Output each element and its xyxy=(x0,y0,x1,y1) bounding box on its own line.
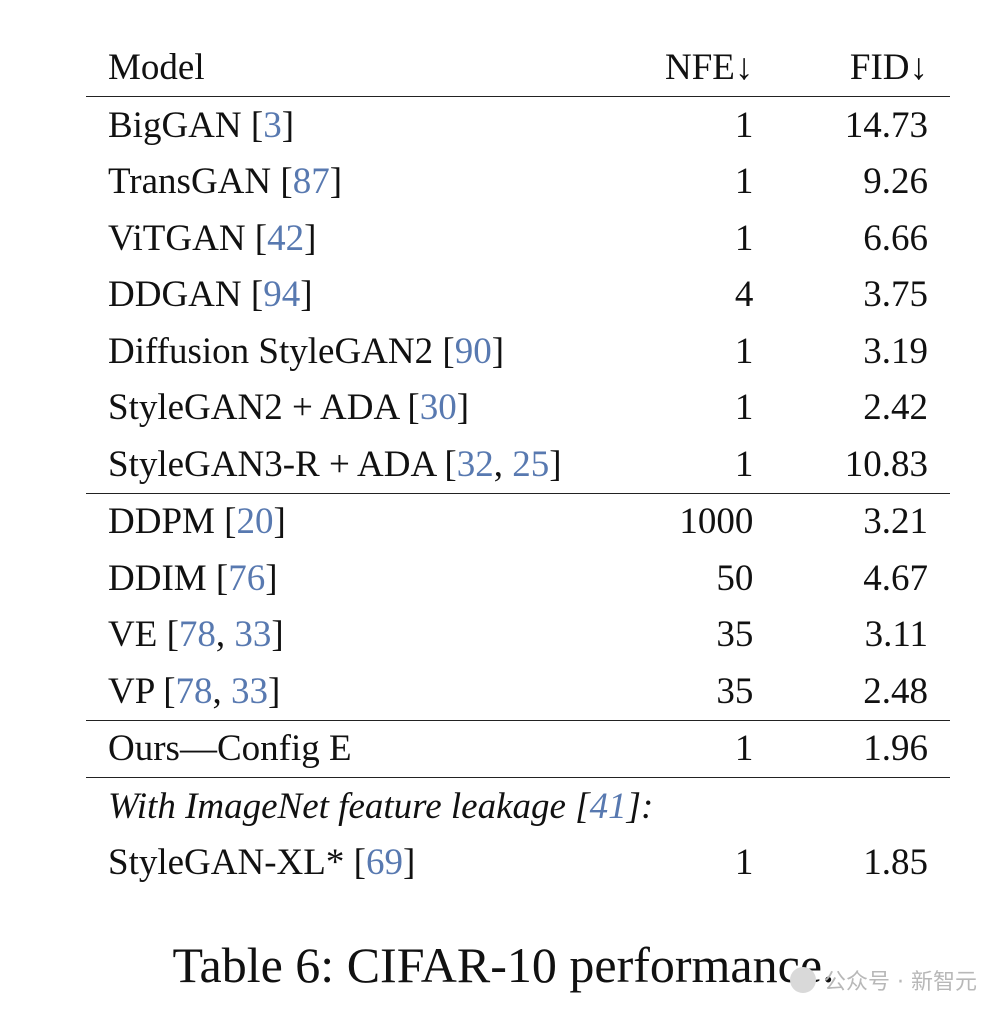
fid-cell: 1.85 xyxy=(863,842,928,884)
leakage-note-row: With ImageNet feature leakage [41]: xyxy=(86,778,950,835)
model-name: StyleGAN2 + ADA xyxy=(108,387,399,429)
model-name: Ours—Config E xyxy=(108,728,352,770)
table-row: Ours—Config E 1 1.96 xyxy=(86,720,950,778)
watermark: 公众号 · 新智元 xyxy=(790,964,977,996)
model-cell: StyleGAN2 + ADA [30] xyxy=(108,387,470,429)
citation-link[interactable]: 78 xyxy=(175,670,213,712)
table-row: DDPM [20] 1000 3.21 xyxy=(86,493,950,550)
citation-link[interactable]: 78 xyxy=(178,614,216,656)
model-name: DDPM xyxy=(108,501,215,543)
nfe-cell: 4 xyxy=(734,274,754,316)
table-row: DDGAN [94] 4 3.75 xyxy=(86,267,950,324)
citation-link[interactable]: 32 xyxy=(456,443,494,485)
fid-cell: 3.11 xyxy=(864,614,928,656)
model-name: VP xyxy=(108,670,154,712)
leakage-note: With ImageNet feature leakage [41]: xyxy=(108,785,654,827)
header-row: Model NFE↓ FID↓ xyxy=(86,38,950,97)
header-nfe: NFE↓ xyxy=(561,38,802,97)
model-name: Diffusion StyleGAN2 xyxy=(108,330,434,372)
fid-cell: 3.75 xyxy=(863,274,928,316)
model-cell: Diffusion StyleGAN2 [90] xyxy=(108,330,505,372)
table-row: VE [78, 33] 35 3.11 xyxy=(86,607,950,664)
nfe-cell: 50 xyxy=(716,557,754,599)
leakage-note-suffix: : xyxy=(640,785,654,827)
citation-link[interactable]: 69 xyxy=(365,842,403,884)
nfe-cell: 1 xyxy=(734,217,754,259)
model-cell: DDGAN [94] xyxy=(108,274,313,316)
model-name: StyleGAN-XL* xyxy=(108,842,345,884)
wechat-icon xyxy=(790,967,817,993)
model-cell: ViTGAN [42] xyxy=(108,217,317,259)
citation-link[interactable]: 30 xyxy=(419,387,457,429)
citation-link[interactable]: 42 xyxy=(267,217,305,259)
fid-cell: 3.19 xyxy=(863,330,928,372)
table-row: Diffusion StyleGAN2 [90] 1 3.19 xyxy=(86,323,950,380)
citation-link[interactable]: 3 xyxy=(263,104,282,146)
nfe-cell: 1 xyxy=(734,104,754,146)
citation-link[interactable]: 41 xyxy=(589,785,627,827)
table-row: TransGAN [87] 1 9.26 xyxy=(86,154,950,211)
nfe-cell: 1 xyxy=(734,330,754,372)
table-row: DDIM [76] 50 4.67 xyxy=(86,550,950,607)
watermark-text: 公众号 · 新智元 xyxy=(824,970,977,995)
table-body: BigGAN [3] 1 14.73 TransGAN [87] 1 9.26 ViTGAN… xyxy=(86,97,950,892)
model-name: VE xyxy=(108,614,158,656)
fid-cell: 2.42 xyxy=(863,387,928,429)
header-model: Model xyxy=(86,38,562,97)
model-name: StyleGAN3-R + ADA xyxy=(108,443,436,485)
fid-cell: 9.26 xyxy=(863,161,928,203)
model-name: ViTGAN xyxy=(108,217,246,259)
citation-link[interactable]: 25 xyxy=(512,443,550,485)
table-row: StyleGAN2 + ADA [30] 1 2.42 xyxy=(86,380,950,437)
nfe-cell: 35 xyxy=(716,614,754,656)
citation-link[interactable]: 33 xyxy=(234,614,272,656)
citation-link[interactable]: 76 xyxy=(228,557,266,599)
nfe-cell: 1 xyxy=(734,387,754,429)
model-cell: VE [78, 33] xyxy=(108,614,284,656)
fid-cell: 14.73 xyxy=(844,104,928,146)
nfe-cell: 35 xyxy=(561,663,802,721)
table-row: StyleGAN-XL* [69] 1 1.85 xyxy=(86,835,950,892)
nfe-cell: 1 xyxy=(734,842,754,884)
fid-cell: 1.96 xyxy=(801,720,950,778)
fid-cell: 3.21 xyxy=(863,501,928,543)
table-row: BigGAN [3] 1 14.73 xyxy=(86,97,950,154)
model-name: DDIM xyxy=(108,557,207,599)
nfe-cell: 1000 xyxy=(679,501,754,543)
citation-link[interactable]: 94 xyxy=(263,274,301,316)
fid-cell: 4.67 xyxy=(863,557,928,599)
table-row: VP [78, 33] 35 2.48 xyxy=(86,663,950,721)
model-name: BigGAN xyxy=(108,104,242,146)
model-cell: VP [78, 33] xyxy=(86,663,562,721)
fid-cell: 10.83 xyxy=(801,436,950,494)
table-caption: Table 6: CIFAR-10 performance. xyxy=(172,937,835,993)
model-cell: BigGAN [3] xyxy=(108,104,295,146)
citation-link[interactable]: 33 xyxy=(231,670,269,712)
table-row: ViTGAN [42] 1 6.66 xyxy=(86,210,950,267)
table-row: StyleGAN3-R + ADA [32, 25] 1 10.83 xyxy=(86,436,950,494)
fid-cell: 6.66 xyxy=(863,217,928,259)
fid-cell: 2.48 xyxy=(801,663,950,721)
model-name: TransGAN xyxy=(108,161,272,203)
citation-link[interactable]: 90 xyxy=(454,330,492,372)
header-fid: FID↓ xyxy=(801,38,950,97)
model-cell: StyleGAN-XL* [69] xyxy=(108,842,416,884)
model-cell: DDIM [76] xyxy=(108,557,278,599)
results-table: Model NFE↓ FID↓ BigGAN [3] 1 14.73 TransGAN… xyxy=(86,38,950,891)
nfe-cell: 1 xyxy=(561,720,802,778)
nfe-cell: 1 xyxy=(561,436,802,494)
nfe-cell: 1 xyxy=(734,161,754,203)
model-name: DDGAN xyxy=(108,274,242,316)
leakage-note-text: With ImageNet feature leakage xyxy=(108,785,566,827)
citation-link[interactable]: 87 xyxy=(292,161,330,203)
model-cell: TransGAN [87] xyxy=(108,161,343,203)
model-cell: StyleGAN3-R + ADA [32, 25] xyxy=(86,436,562,494)
citation-link[interactable]: 20 xyxy=(236,501,274,543)
model-cell: Ours—Config E xyxy=(86,720,562,778)
model-cell: DDPM [20] xyxy=(108,501,286,543)
